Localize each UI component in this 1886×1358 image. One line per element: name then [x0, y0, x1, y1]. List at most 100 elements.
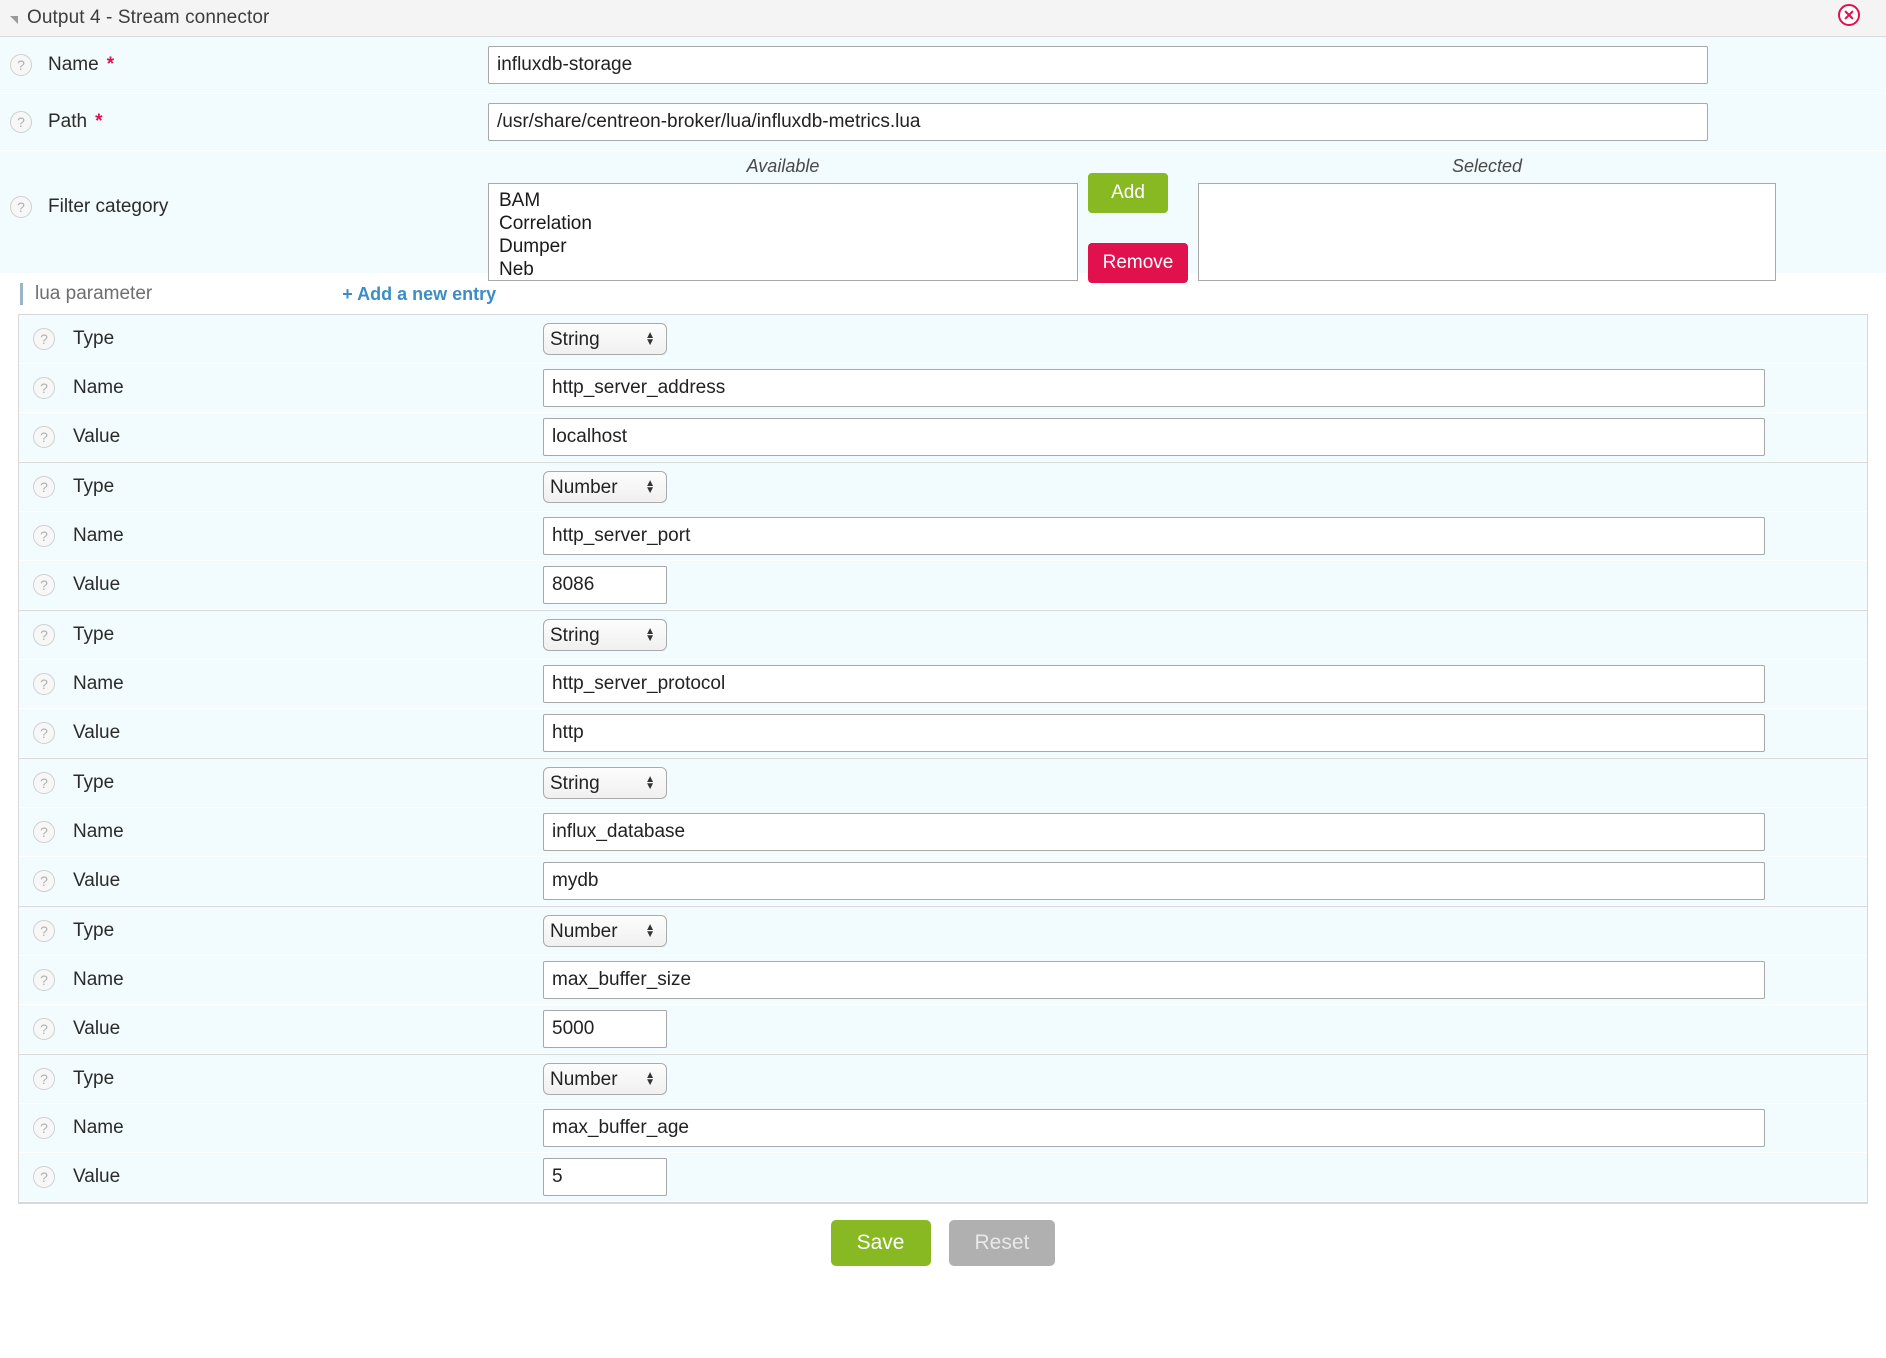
help-icon-name[interactable]: ? [33, 377, 55, 399]
help-icon-value[interactable]: ? [33, 1018, 55, 1040]
help-icon-value[interactable]: ? [33, 722, 55, 744]
label-type: Type [73, 476, 115, 497]
add-new-entry-link[interactable]: + Add a new entry [342, 283, 497, 304]
required-marker-path: * [95, 111, 103, 132]
param-value-input[interactable] [543, 566, 667, 604]
type-select[interactable]: StringNumber [543, 619, 667, 651]
param-value-input[interactable] [543, 418, 1765, 456]
available-option[interactable]: BAM [499, 190, 541, 211]
form-actions: Save Reset [18, 1203, 1868, 1282]
help-icon-type[interactable]: ? [33, 772, 55, 794]
param-name-input[interactable] [543, 369, 1765, 407]
type-select[interactable]: StringNumber [543, 323, 667, 355]
param-name-input[interactable] [543, 665, 1765, 703]
label-type: Type [73, 920, 115, 941]
available-option[interactable]: Correlation [499, 213, 592, 234]
help-icon-value[interactable]: ? [33, 426, 55, 448]
selected-listbox[interactable] [1198, 183, 1776, 281]
param-value-input[interactable] [543, 714, 1765, 752]
triangle-down-icon[interactable] [10, 16, 18, 24]
reset-button[interactable]: Reset [948, 1220, 1056, 1266]
param-row-value: ? Value [19, 413, 1867, 462]
field-row-name: ? Name * [0, 37, 1886, 94]
help-icon-type[interactable]: ? [33, 1068, 55, 1090]
remove-button[interactable]: Remove [1088, 243, 1188, 283]
label-name: Name [73, 525, 124, 546]
label-name: Name * [48, 54, 488, 76]
lua-parameter-group: ? Type StringNumber▲▼? Name? Value [19, 907, 1867, 1055]
help-icon-name[interactable]: ? [33, 1117, 55, 1139]
type-select-wrapper: StringNumber▲▼ [543, 915, 667, 947]
param-name-input[interactable] [543, 517, 1765, 555]
help-icon-name[interactable]: ? [33, 673, 55, 695]
param-row-value: ? Value [19, 1153, 1867, 1202]
path-input[interactable] [488, 103, 1708, 141]
required-marker-name: * [106, 54, 115, 75]
param-row-value: ? Value [19, 561, 1867, 610]
save-button[interactable]: Save [830, 1220, 931, 1266]
help-icon-type[interactable]: ? [33, 920, 55, 942]
label-value: Value [73, 870, 121, 891]
lua-parameter-group: ? Type StringNumber▲▼? Name? Value [19, 463, 1867, 611]
param-name-input[interactable] [543, 1109, 1765, 1147]
param-row-type: ? Type StringNumber▲▼ [19, 463, 1867, 512]
help-icon-path[interactable]: ? [10, 111, 32, 133]
label-value: Value [73, 426, 121, 447]
label-name: Name [73, 1117, 124, 1138]
help-icon-type[interactable]: ? [33, 476, 55, 498]
type-select[interactable]: StringNumber [543, 915, 667, 947]
label-name: Name [73, 377, 124, 398]
selected-block: Selected [1198, 156, 1776, 281]
help-icon-type[interactable]: ? [33, 624, 55, 646]
param-name-input[interactable] [543, 961, 1765, 999]
label-name: Name [73, 821, 124, 842]
type-select-wrapper: StringNumber▲▼ [543, 767, 667, 799]
label-type: Type [73, 772, 115, 793]
help-icon-value[interactable]: ? [33, 574, 55, 596]
available-caption: Available [746, 156, 820, 176]
label-name: Name [73, 673, 124, 694]
type-select[interactable]: StringNumber [543, 471, 667, 503]
type-select[interactable]: StringNumber [543, 767, 667, 799]
param-row-type: ? Type StringNumber▲▼ [19, 759, 1867, 808]
transfer-buttons: Add Remove [1088, 156, 1188, 283]
name-input[interactable] [488, 46, 1708, 84]
close-circle-icon[interactable] [1838, 4, 1860, 26]
param-name-input[interactable] [543, 813, 1765, 851]
type-select[interactable]: StringNumber [543, 1063, 667, 1095]
param-value-input[interactable] [543, 1010, 667, 1048]
param-row-value: ? Value [19, 709, 1867, 758]
available-option[interactable]: Dumper [499, 236, 567, 257]
label-name: Name [73, 969, 124, 990]
label-filter-category: Filter category [48, 196, 169, 217]
help-icon-name[interactable]: ? [33, 969, 55, 991]
lua-parameter-group: ? Type StringNumber▲▼? Name? Value [19, 315, 1867, 463]
type-select-wrapper: StringNumber▲▼ [543, 619, 667, 651]
available-listbox[interactable]: BAMCorrelationDumperNebStorage [488, 183, 1078, 281]
dual-list-container: Available BAMCorrelationDumperNebStorage… [488, 151, 1776, 283]
page-title: Output 4 - Stream connector [27, 7, 270, 28]
help-icon-name[interactable]: ? [10, 54, 32, 76]
help-icon-filter-category[interactable]: ? [10, 196, 32, 218]
label-name-text: Name [48, 54, 99, 75]
type-select-wrapper: StringNumber▲▼ [543, 323, 667, 355]
param-value-input[interactable] [543, 1158, 667, 1196]
lua-parameter-list: ? Type StringNumber▲▼? Name? Value? Type Strin… [18, 314, 1868, 1203]
help-icon-name[interactable]: ? [33, 821, 55, 843]
help-icon-type[interactable]: ? [33, 328, 55, 350]
param-value-input[interactable] [543, 862, 1765, 900]
panel-close-button[interactable] [1838, 4, 1860, 32]
available-option[interactable]: Neb [499, 259, 534, 280]
add-button[interactable]: Add [1088, 173, 1168, 213]
available-block: Available BAMCorrelationDumperNebStorage [488, 156, 1078, 281]
label-value: Value [73, 1166, 121, 1187]
label-type: Type [73, 624, 115, 645]
help-icon-value[interactable]: ? [33, 1166, 55, 1188]
param-row-value: ? Value [19, 857, 1867, 906]
panel-header: Output 4 - Stream connector [0, 0, 1886, 37]
field-row-filter-category: ? Filter category Available BAM Correlati… [0, 151, 1886, 283]
param-row-name: ? Name [19, 512, 1867, 561]
param-row-type: ? Type StringNumber▲▼ [19, 611, 1867, 660]
help-icon-name[interactable]: ? [33, 525, 55, 547]
help-icon-value[interactable]: ? [33, 870, 55, 892]
